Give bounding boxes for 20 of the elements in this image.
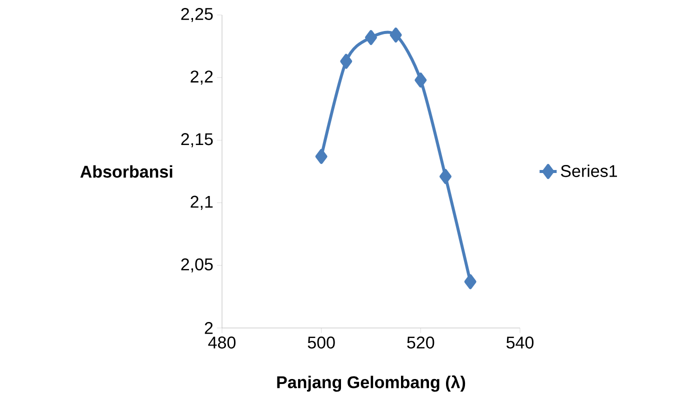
x-tick-label: 520 <box>407 336 434 349</box>
point <box>464 274 476 290</box>
point <box>340 54 352 69</box>
x-axis-title: Panjang Gelombang (λ) <box>277 375 466 392</box>
x-tick-label: 500 <box>308 336 335 349</box>
legend-label: Series1 <box>560 164 617 178</box>
y-tick-label: 2,1 <box>190 196 213 210</box>
x-tick-label: 540 <box>506 336 534 349</box>
point <box>439 169 452 184</box>
y-tick-label: 2,25 <box>181 8 213 22</box>
point <box>315 148 328 164</box>
y-axis-title: Absorbansi <box>80 165 172 178</box>
point <box>414 72 427 88</box>
point <box>364 30 377 46</box>
y-tick-label: 2,2 <box>190 70 213 85</box>
y-tick-label: 2,15 <box>181 133 213 148</box>
y-tick-label: 2,05 <box>181 258 213 272</box>
point <box>390 28 402 43</box>
y-tick-label: 2 <box>204 322 213 334</box>
x-tick-label: 480 <box>208 336 236 349</box>
